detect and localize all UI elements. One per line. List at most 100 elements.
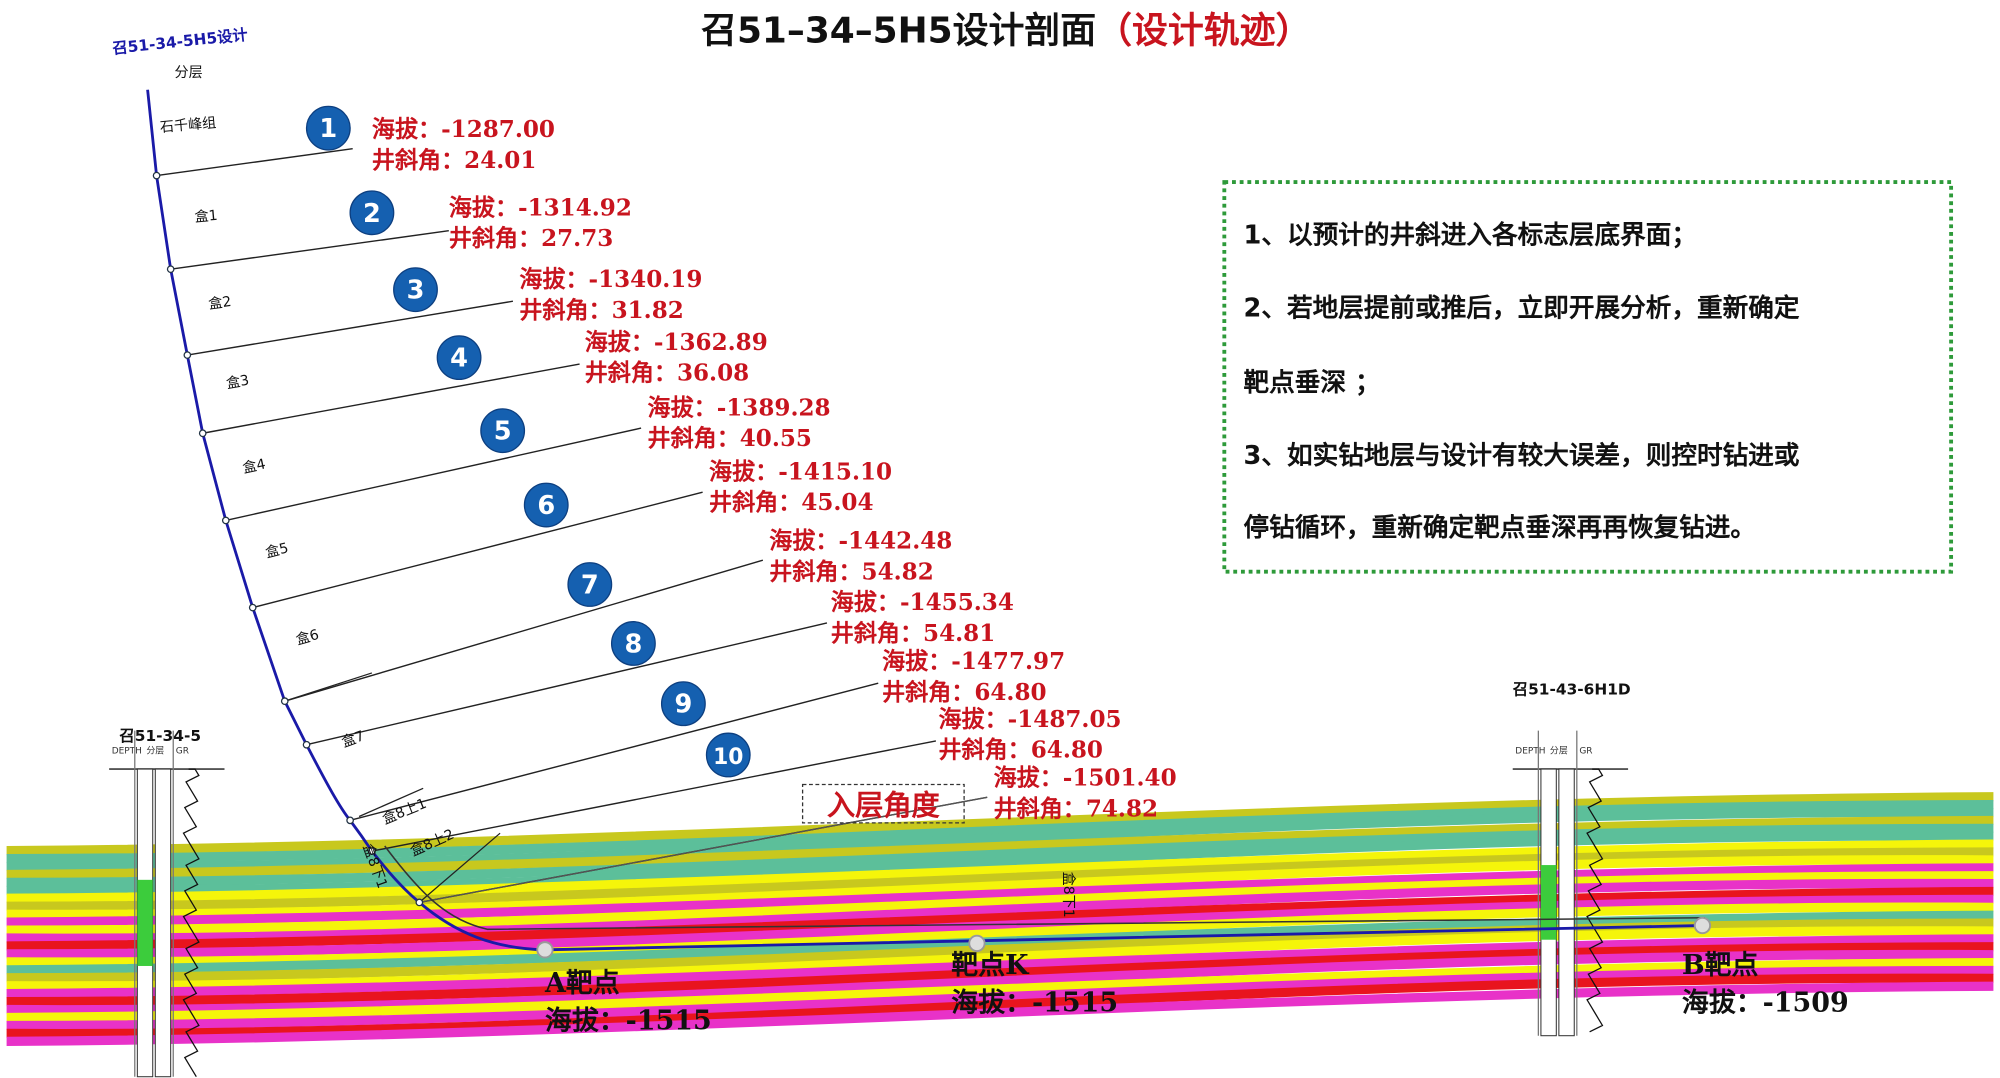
gr-log-curve	[182, 768, 200, 1078]
target-marker-icon	[968, 934, 986, 953]
notes-box: 1、以预计的井斜进入各标志层底界面； 2、若地层提前或推后，立即开展分析，重新确…	[1222, 180, 1954, 574]
layer-boundary-line	[349, 682, 879, 822]
trajectory-node	[368, 847, 376, 855]
target-marker-icon	[536, 941, 554, 959]
trajectory-nodes	[152, 171, 424, 907]
inclination-label: 井斜角：64.80	[882, 679, 1046, 706]
layer-name: 盒2	[207, 293, 232, 313]
target-marker-icon	[1693, 916, 1712, 935]
marker-number: 8	[624, 629, 642, 659]
elevation-label: 海拔：-1501.40	[994, 765, 1177, 792]
marker-badge: 6	[523, 482, 569, 528]
inclination-label: 井斜角：74.82	[994, 796, 1158, 823]
layer-boundary-line	[225, 427, 642, 522]
layer-name: 盒5	[264, 539, 290, 561]
entry-angle-label: 入层角度	[827, 789, 941, 822]
target-elevation: 海拔：-1515	[951, 987, 1118, 1018]
marker-number: 9	[674, 690, 692, 720]
layer-name: 盒4	[241, 455, 267, 476]
marker-badge: 8	[610, 621, 656, 666]
inclination-label: 井斜角：27.73	[449, 225, 613, 252]
marker-badge: 9	[660, 681, 706, 727]
log-column-header: DEPTH	[112, 747, 142, 757]
elevation-label: 海拔：-1415.10	[709, 458, 892, 485]
inclination-label: 井斜角：45.04	[709, 489, 873, 516]
inclination-label: 井斜角：64.80	[938, 737, 1102, 764]
trajectory-node	[302, 740, 311, 749]
layer-name: 盒6	[294, 626, 321, 649]
inclination-label: 井斜角：40.55	[648, 425, 812, 452]
target-name: A靶点	[544, 968, 620, 999]
log-column-header: GR	[1579, 747, 1592, 757]
trajectory-node	[280, 697, 289, 705]
marker-number: 1	[319, 114, 337, 144]
marker-number: 5	[494, 417, 512, 447]
target-elevation: 海拔：-1515	[545, 1005, 712, 1036]
marker-number: 2	[363, 199, 381, 229]
trajectory-node	[221, 516, 230, 525]
trajectory-node	[152, 171, 161, 180]
marker-number: 7	[581, 570, 599, 600]
layer-boundary-line	[371, 740, 937, 852]
entry-angle-callout: 入层角度	[801, 783, 965, 824]
note-line: 3、如实钻地层与设计有较大误差，则控时钻进或	[1244, 440, 1800, 471]
log-column-header: 分层	[1550, 746, 1568, 757]
layer-name: 盒1	[194, 207, 218, 226]
elevation-label: 海拔：-1314.92	[449, 194, 632, 221]
trajectory-node	[346, 816, 354, 825]
stratum-band	[6, 981, 1994, 1046]
elevation-label: 海拔：-1362.89	[585, 329, 768, 356]
marker-number: 6	[537, 491, 555, 521]
stratum-band	[6, 949, 1994, 1015]
stratum-band	[6, 878, 1994, 943]
marker-badge: 7	[567, 562, 613, 607]
log-column-header: GR	[176, 747, 189, 757]
reference-boundary-line	[384, 845, 1706, 931]
offset-well-name: 召51-34-5	[119, 727, 201, 745]
elevation-label: 海拔：-1340.19	[519, 266, 702, 293]
inclination-label: 井斜角：54.81	[831, 620, 995, 647]
note-line: 靶点垂深 ；	[1244, 368, 1381, 398]
stratum-band	[6, 902, 1994, 967]
inclination-label: 井斜角：36.08	[585, 360, 749, 387]
marker-badge: 10	[705, 732, 751, 778]
elevation-label: 海拔：-1455.34	[831, 589, 1014, 616]
note-line: 1、以预计的井斜进入各标志层底界面；	[1244, 220, 1697, 251]
trajectory-node	[183, 351, 192, 359]
stratum-band	[6, 831, 1994, 896]
stratum-band	[6, 807, 1994, 872]
inclination-label: 井斜角：24.01	[372, 147, 536, 174]
layer-boundary-line	[306, 622, 828, 746]
offset-wells: 召51-34-5 DEPTH 分层 GR 召51-43-6H1D DEPTH 分层 GR	[109, 681, 1631, 1078]
note-line: 停钻循环，重新确定靶点垂深再再恢复钻进。	[1244, 512, 1756, 543]
target-name: B靶点	[1682, 950, 1759, 981]
target-elevation: 海拔：-1509	[1682, 987, 1849, 1018]
marker-number: 4	[450, 344, 468, 374]
strata-section	[6, 792, 1994, 1046]
marker-badge: 5	[480, 408, 526, 454]
page-title: 召51–34–5H5设计剖面	[701, 10, 1096, 51]
marker-circles: 1 2 3 4 5 6 78 9 10	[305, 105, 751, 778]
stratum-band	[6, 926, 1994, 991]
elevation-label: 海拔：-1442.48	[769, 528, 952, 555]
elevation-label: 海拔：-1487.05	[938, 706, 1121, 733]
layer-name: 盒8下1	[1060, 872, 1077, 918]
layer-name: 盒8上1	[380, 795, 429, 828]
marker-number: 3	[407, 276, 425, 306]
log-column-header: 分层	[146, 746, 164, 757]
layer-boundary-line	[252, 491, 703, 609]
stratum-band	[6, 973, 1994, 1039]
offset-well-name: 召51-43-6H1D	[1513, 681, 1631, 699]
layer-boundary-line	[187, 300, 514, 356]
layer-boundary-line	[284, 559, 764, 702]
trajectory-node	[248, 603, 257, 612]
offset-well: 召51-43-6H1D DEPTH 分层 GR	[1513, 681, 1631, 1037]
marker-badge: 3	[393, 267, 438, 313]
elevation-label: 海拔：-1477.97	[882, 648, 1065, 675]
offset-well: 召51-34-5 DEPTH 分层 GR	[109, 727, 225, 1078]
stratum-band	[6, 855, 1994, 919]
